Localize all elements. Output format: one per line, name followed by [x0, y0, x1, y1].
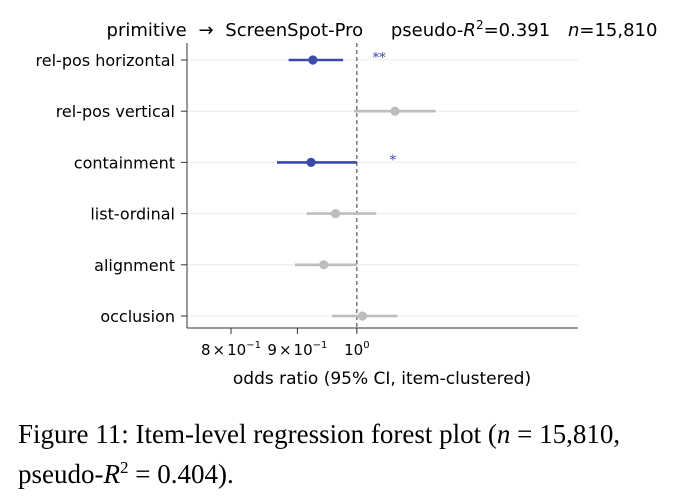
- significance-star: **: [373, 51, 387, 66]
- caption-n-eq: = 15,810, pseudo-: [18, 419, 627, 489]
- x-axis-label: odds ratio (95% CI, item-clustered): [233, 369, 531, 389]
- tick-times: ×: [279, 341, 292, 359]
- tick-base: 10: [294, 341, 313, 359]
- tick-base: 10: [227, 341, 246, 359]
- figure-caption: Figure 11: Item-level regression forest …: [18, 418, 678, 491]
- title-n-symbol: n: [568, 20, 579, 41]
- row-label: alignment: [94, 256, 175, 275]
- title-arrow: →: [198, 20, 213, 41]
- caption-r-eq: = 0.404).: [128, 459, 234, 489]
- significance-stars: ***: [373, 51, 397, 168]
- title-pseudo-label: pseudo-: [391, 20, 464, 41]
- chart-title: primitive → ScreenSpot-Pro pseudo-R2=0.3…: [107, 18, 658, 41]
- point-estimate: [357, 311, 368, 321]
- title-r2-value: =0.391: [484, 20, 551, 41]
- x-tick-labels: 8 × 10−1 9 × 10−1 100: [201, 340, 370, 359]
- caption-label: Figure 11:: [18, 419, 129, 449]
- row-labels: rel-pos horizontal rel-pos vertical contai…: [36, 51, 175, 326]
- tick-base: 10: [344, 341, 363, 359]
- caption-r-superscript: 2: [119, 458, 129, 477]
- point-estimate: [308, 55, 318, 65]
- row-label: rel-pos vertical: [56, 102, 175, 121]
- tick-exp: −1: [313, 340, 328, 351]
- caption-n-symbol: n: [496, 419, 511, 449]
- title-n-value: =15,810: [579, 20, 657, 41]
- tick-mantissa: 9: [267, 341, 277, 359]
- row-label: list-ordinal: [90, 205, 175, 224]
- axes: [181, 43, 578, 334]
- point-estimate: [390, 106, 400, 116]
- x-tick-label: 9 × 10−1: [267, 340, 327, 359]
- x-tick-label: 100: [344, 340, 369, 359]
- tick-mantissa: 8: [201, 341, 211, 359]
- title-prefix: primitive: [107, 20, 187, 41]
- title-r-symbol: R: [463, 20, 476, 41]
- caption-text: Item-level regression forest plot (: [128, 419, 497, 449]
- row-label: rel-pos horizontal: [36, 51, 175, 70]
- title-r-superscript: 2: [476, 18, 484, 32]
- row-label: containment: [74, 153, 175, 172]
- title-dataset: ScreenSpot-Pro: [225, 20, 363, 41]
- point-estimates: [306, 55, 400, 321]
- point-estimate: [330, 209, 341, 219]
- tick-exp: −1: [246, 340, 261, 351]
- row-label: occlusion: [100, 307, 175, 326]
- x-tick-label: 8 × 10−1: [201, 340, 261, 359]
- point-estimate: [306, 157, 316, 167]
- tick-exp: 0: [363, 340, 369, 351]
- significance-star: *: [390, 153, 397, 168]
- gridlines: [187, 59, 578, 317]
- caption-r-symbol: R: [103, 459, 120, 489]
- tick-times: ×: [213, 341, 226, 359]
- point-estimate: [319, 260, 329, 270]
